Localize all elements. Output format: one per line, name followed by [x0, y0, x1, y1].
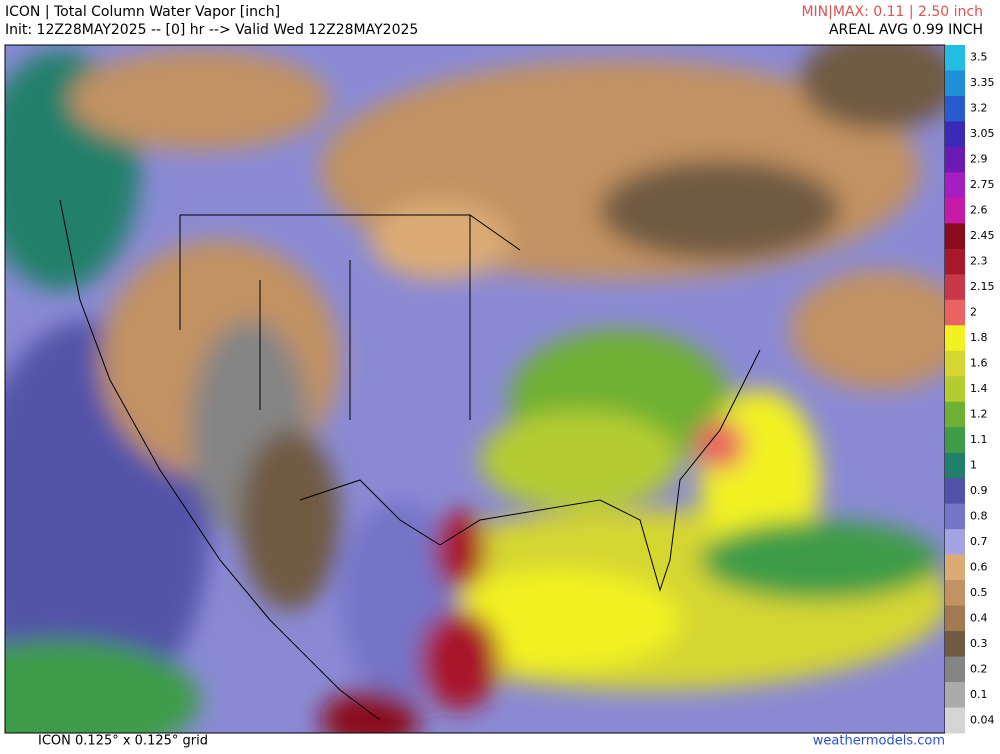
colorbar-label: 1.4: [970, 382, 988, 395]
site: weathermodels.com: [813, 734, 945, 749]
colorbar-label: 2.6: [970, 204, 988, 217]
colorbar-label: 1.1: [970, 433, 988, 446]
colorbar-label: 0.7: [970, 535, 988, 548]
colorbar-label: 0.5: [970, 586, 988, 599]
colorbar-swatch: [945, 121, 965, 148]
colorbar-swatch: [945, 325, 965, 352]
colorbar-swatch: [945, 682, 965, 709]
colorbar-label: 2.45: [970, 229, 995, 242]
colorbar-swatch: [945, 70, 965, 97]
colorbar-swatch: [945, 223, 965, 250]
colorbar-swatch: [945, 478, 965, 505]
map: [5, 45, 945, 733]
colorbar-label: 2.75: [970, 178, 995, 191]
colorbar-label: 3.05: [970, 127, 995, 140]
colorbar-label: 0.8: [970, 509, 988, 522]
colorbar-swatch: [945, 350, 965, 377]
colorbar-swatch: [945, 172, 965, 199]
colorbar-swatch: [945, 248, 965, 275]
colorbar-swatch: [945, 707, 965, 734]
colorbar-label: 1.6: [970, 357, 988, 370]
grid-note: ICON 0.125° x 0.125° grid: [38, 734, 208, 749]
colorbar-swatch: [945, 299, 965, 326]
colorbar-swatch: [945, 656, 965, 683]
colorbar-label: 0.6: [970, 560, 988, 573]
colorbar-label: 3.2: [970, 102, 988, 115]
min-max: MIN|MAX: 0.11 | 2.50 inch: [801, 4, 983, 20]
colorbar-swatch: [945, 401, 965, 428]
colorbar-label: 2.15: [970, 280, 995, 293]
init-time: Init: 12Z28MAY2025 -- [0] hr --> Valid W…: [5, 22, 418, 38]
colorbar-swatch: [945, 45, 965, 71]
colorbar-label: 0.04: [970, 713, 995, 726]
colorbar-label: 1.8: [970, 331, 988, 344]
colorbar-swatch: [945, 580, 965, 607]
colorbar-label: 0.3: [970, 637, 988, 650]
colorbar-swatch: [945, 376, 965, 403]
colorbar-swatch: [945, 605, 965, 632]
colorbar-label: 0.9: [970, 484, 988, 497]
colorbar-swatch: [945, 146, 965, 173]
colorbar-label: 0.1: [970, 688, 988, 701]
colorbar-swatch: [945, 197, 965, 224]
colorbar-label: 0.2: [970, 662, 988, 675]
colorbar-swatch: [945, 427, 965, 454]
areal-average: AREAL AVG 0.99 INCH: [829, 22, 983, 38]
colorbar-label: 3.35: [970, 76, 995, 89]
colorbar-swatch: [945, 529, 965, 556]
colorbar-swatch: [945, 452, 965, 479]
colorbar-swatch: [945, 503, 965, 530]
colorbar-label: 2.9: [970, 153, 988, 166]
colorbar-label: 0.4: [970, 611, 988, 624]
colorbar-swatch: [945, 274, 965, 301]
colorbar: 3.5 3.35 3.2 3.05 2.9 2.75 2.6 2.45 2.3 2.15 2 1.8 1…: [945, 45, 995, 734]
title: ICON | Total Column Water Vapor [inch]: [5, 4, 280, 20]
colorbar-label: 1.2: [970, 407, 988, 420]
colorbar-swatch: [945, 554, 965, 581]
colorbar-label: 1: [970, 458, 977, 471]
colorbar-label: 2.3: [970, 255, 988, 268]
colorbar-label: 2: [970, 306, 977, 319]
colorbar-label: 3.5: [970, 51, 988, 64]
colorbar-swatch: [945, 95, 965, 122]
colorbar-swatch: [945, 631, 965, 658]
